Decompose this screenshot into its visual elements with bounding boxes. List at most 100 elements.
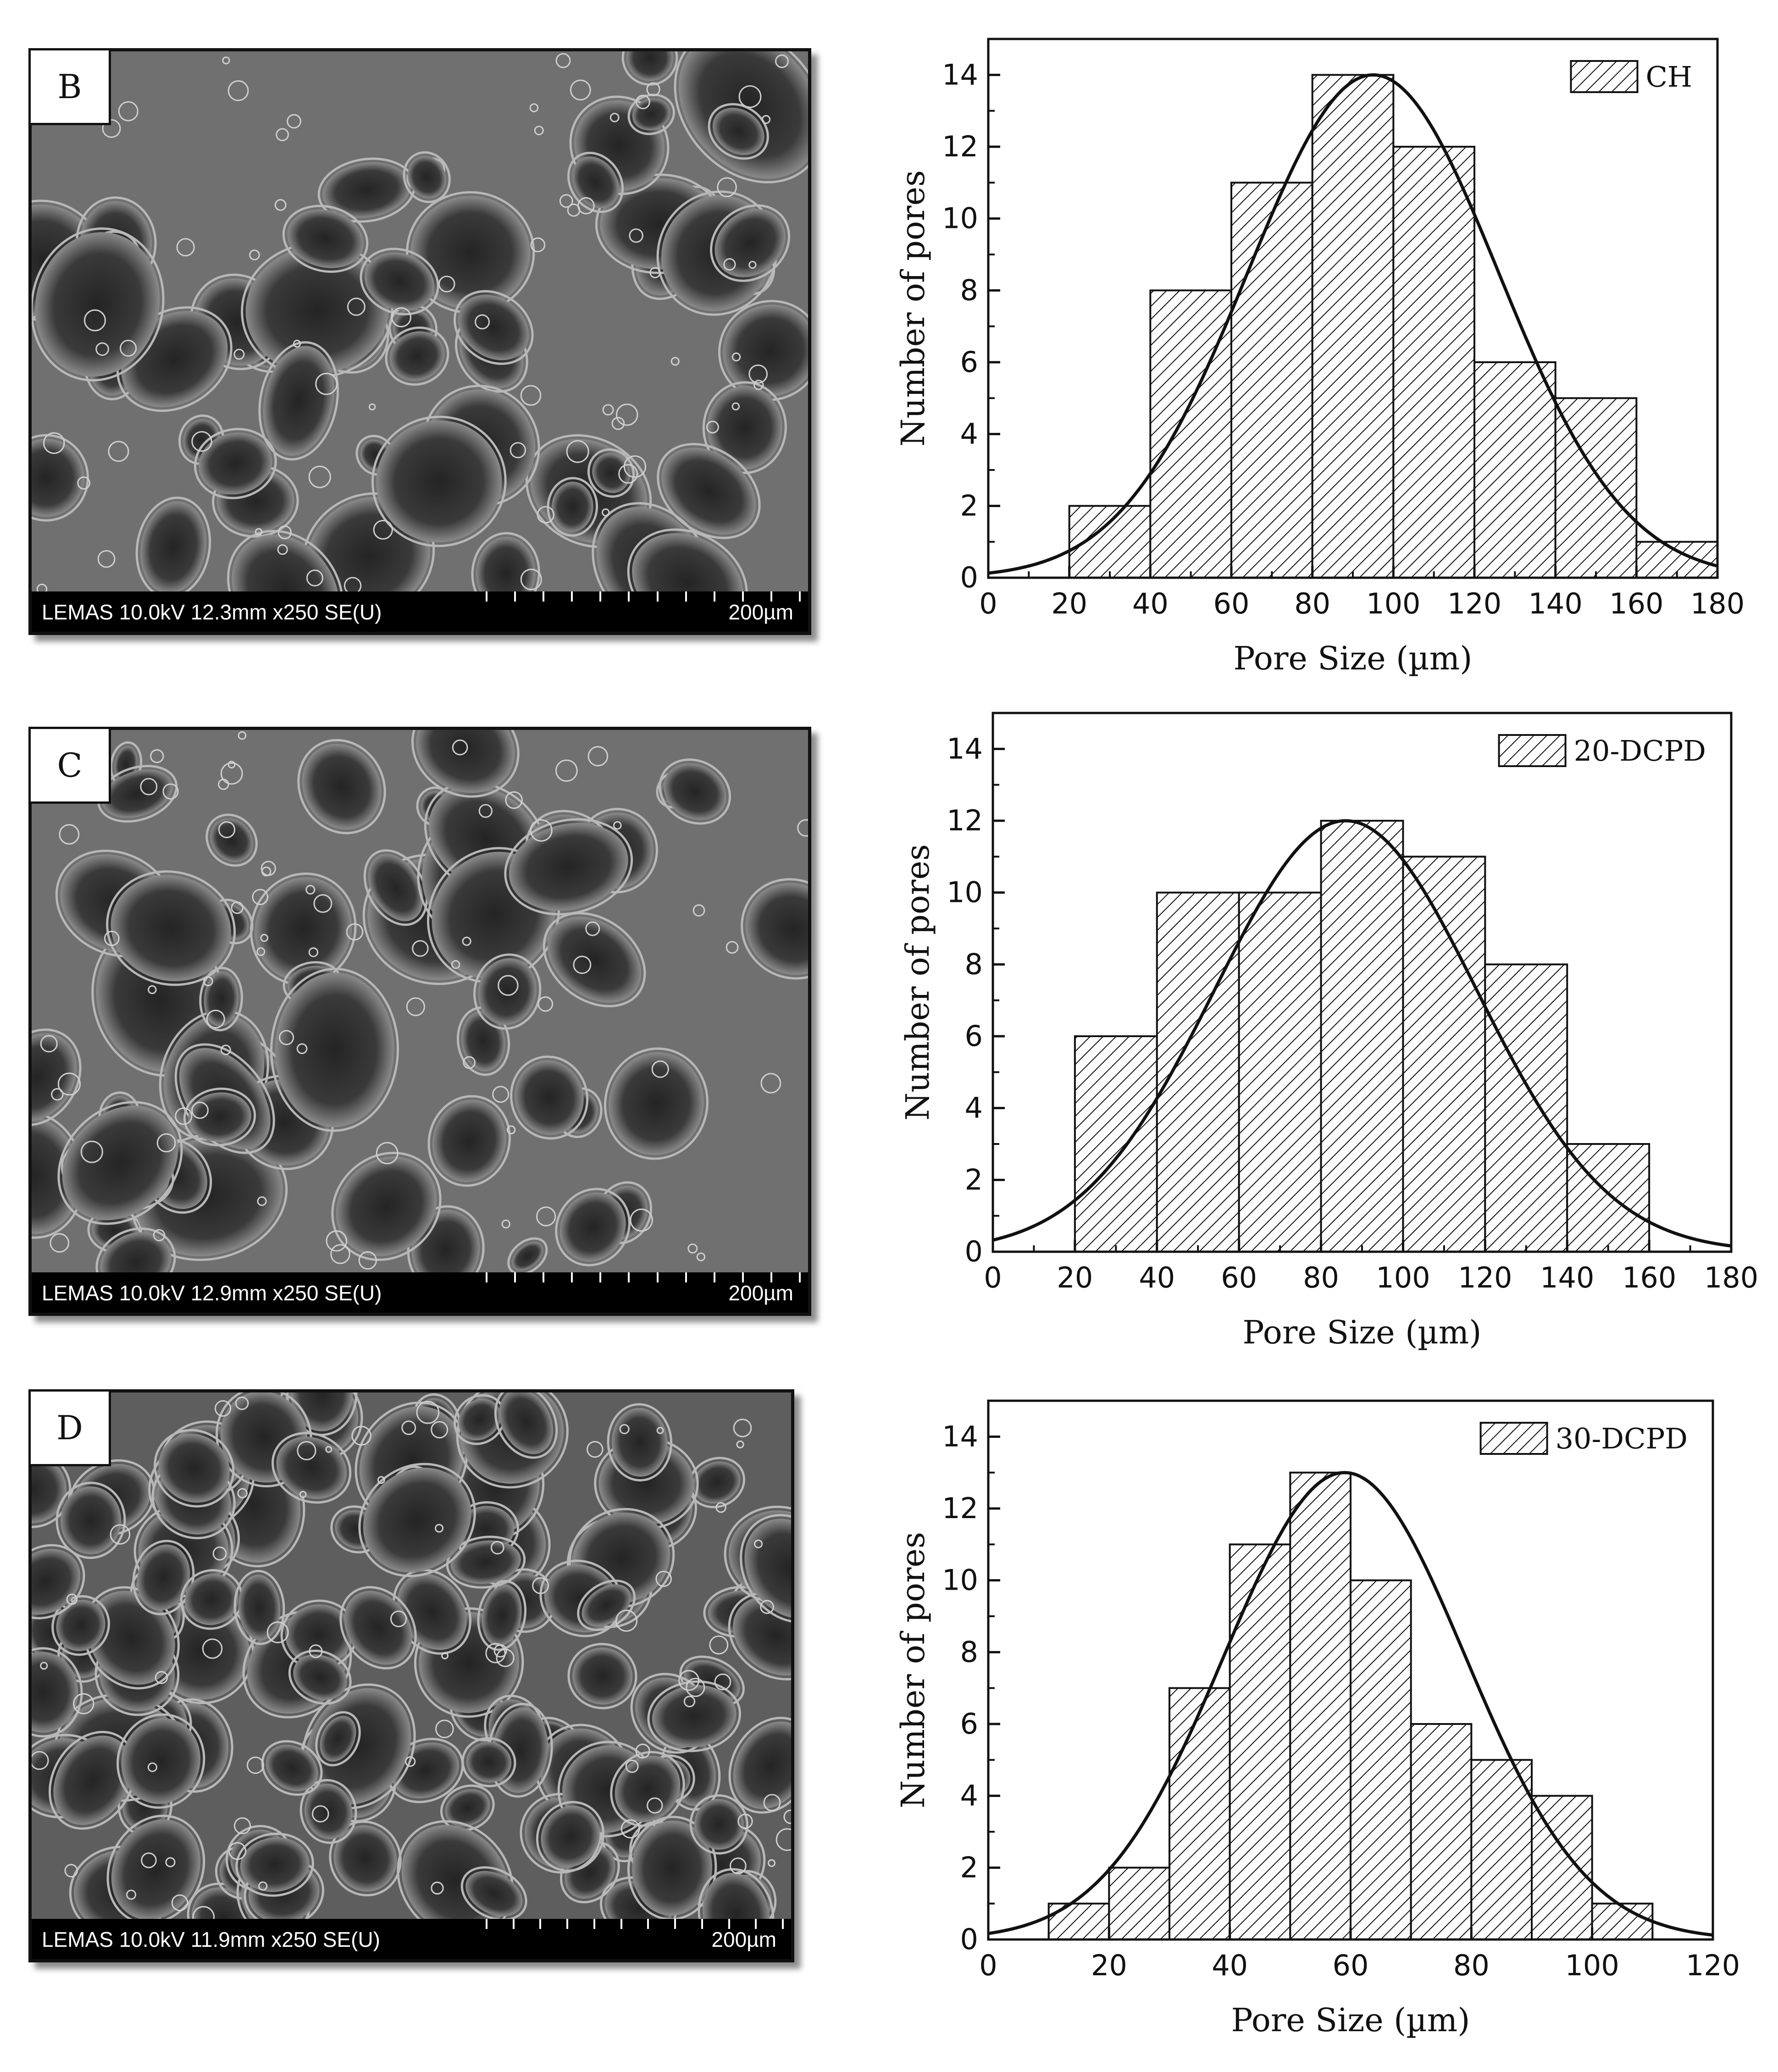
pore	[121, 1718, 200, 1804]
scale-tick	[628, 591, 630, 602]
pore-rim	[555, 1188, 631, 1266]
micro-pore	[501, 1219, 510, 1229]
micro-pore	[401, 1420, 416, 1435]
micro-pore	[212, 1546, 227, 1561]
micro-pore	[723, 258, 736, 271]
micro-pore	[760, 1600, 774, 1614]
micro-pore	[140, 778, 158, 796]
legend-swatch	[1479, 1422, 1548, 1455]
histogram-bar	[1392, 146, 1476, 579]
micro-pore	[326, 1230, 348, 1252]
scale-tick	[770, 1272, 772, 1282]
micro-pore	[313, 894, 332, 913]
histogram-bar	[1402, 856, 1486, 1253]
micro-pore	[520, 385, 542, 406]
micro-pore	[305, 884, 316, 895]
pore-rim	[360, 248, 439, 315]
micro-pore	[566, 440, 589, 463]
histogram-ch-svg: 0 20 40 60 80 100 120 140 160 180 0 2 4 6 8 10 12 14 Pore …	[894, 38, 1745, 677]
scale-tick	[701, 1919, 703, 1929]
pore-rim	[116, 1713, 205, 1809]
scale-tick	[713, 1272, 715, 1282]
pore	[56, 1600, 105, 1651]
y-tick-label: 4	[960, 417, 978, 451]
pore-rim	[329, 1820, 402, 1897]
legend-label: 30-DCPD	[1556, 1422, 1688, 1455]
pore	[632, 98, 670, 131]
micro-pore	[630, 1208, 653, 1232]
scale-tick	[647, 1919, 649, 1929]
micro-pore	[412, 940, 429, 957]
micro-pore	[570, 79, 591, 101]
pore-rim	[270, 967, 399, 1132]
micro-pore	[555, 53, 571, 68]
pore	[376, 420, 502, 542]
pore	[263, 346, 334, 456]
y-tick-label: 14	[947, 732, 983, 765]
micro-pore	[406, 997, 425, 1017]
histogram-20-dcpd: 0 20 40 60 80 100 120 140 160 180 0 2 4 6 8 10 12 14 Pore …	[871, 697, 1770, 1353]
legend-label: 20-DCPD	[1574, 734, 1706, 768]
y-tick-label: 0	[960, 561, 978, 594]
legend-label: CH	[1645, 60, 1692, 94]
x-tick-label: 80	[1453, 1949, 1490, 1982]
x-tick-label: 40	[1132, 587, 1169, 620]
micro-pore	[492, 1086, 510, 1103]
micro-pore	[609, 113, 620, 122]
micro-pore	[577, 197, 595, 215]
pore	[293, 1654, 347, 1700]
micro-pore	[405, 1756, 416, 1767]
pore	[333, 1825, 397, 1892]
micro-pore	[618, 464, 638, 484]
scale-tick	[539, 1919, 542, 1929]
pore	[266, 1745, 318, 1791]
micro-pore	[620, 1819, 640, 1839]
scale-tick	[571, 1272, 573, 1282]
y-tick-label: 2	[960, 1851, 978, 1884]
pore	[592, 453, 630, 493]
x-tick-label: 100	[1565, 1949, 1619, 1982]
scale-tick	[799, 1272, 801, 1282]
y-tick-label: 6	[965, 1019, 983, 1053]
micro-pore	[233, 348, 245, 360]
sem-info-bar-c: LEMAS 10.0kV 12.9mm x250 SE(U) 200µm	[32, 1272, 808, 1313]
micro-pore	[104, 930, 120, 946]
micro-pore	[797, 819, 808, 837]
pore	[512, 1242, 543, 1271]
histogram-bar	[1473, 361, 1556, 579]
micro-pore	[50, 1233, 70, 1253]
pore-rim	[385, 326, 449, 386]
y-tick-label: 10	[942, 202, 978, 235]
micro-pore	[613, 821, 622, 830]
micro-pore	[520, 569, 542, 591]
micro-pore	[748, 260, 757, 269]
pore-rim	[461, 1737, 516, 1787]
pore	[336, 1156, 437, 1256]
pore	[458, 295, 529, 360]
micro-pore	[266, 1621, 289, 1643]
micro-pore	[308, 947, 319, 957]
pore	[255, 877, 352, 981]
pore	[733, 1721, 791, 1809]
scale-tick	[486, 1919, 487, 1929]
pore	[482, 1585, 522, 1647]
scale-tick	[713, 591, 715, 602]
y-tick-label: 8	[960, 1635, 978, 1669]
y-tick-label: 14	[942, 1420, 978, 1453]
pore-rim	[32, 1028, 82, 1126]
micro-pore	[530, 819, 553, 842]
micro-pore	[391, 307, 411, 327]
histogram-bar	[1230, 182, 1313, 579]
micro-pore	[435, 1719, 454, 1739]
micro-pore	[451, 960, 460, 969]
scale-tick	[728, 1919, 730, 1929]
pore	[478, 958, 537, 1025]
x-tick-label: 80	[1294, 587, 1330, 620]
pore	[111, 875, 231, 981]
micro-pore	[231, 901, 244, 914]
micro-pore	[726, 941, 739, 954]
pore-rim	[610, 1751, 685, 1827]
pore-rim	[708, 103, 769, 160]
y-tick-label: 12	[942, 1492, 978, 1525]
micro-pore	[775, 1828, 791, 1851]
